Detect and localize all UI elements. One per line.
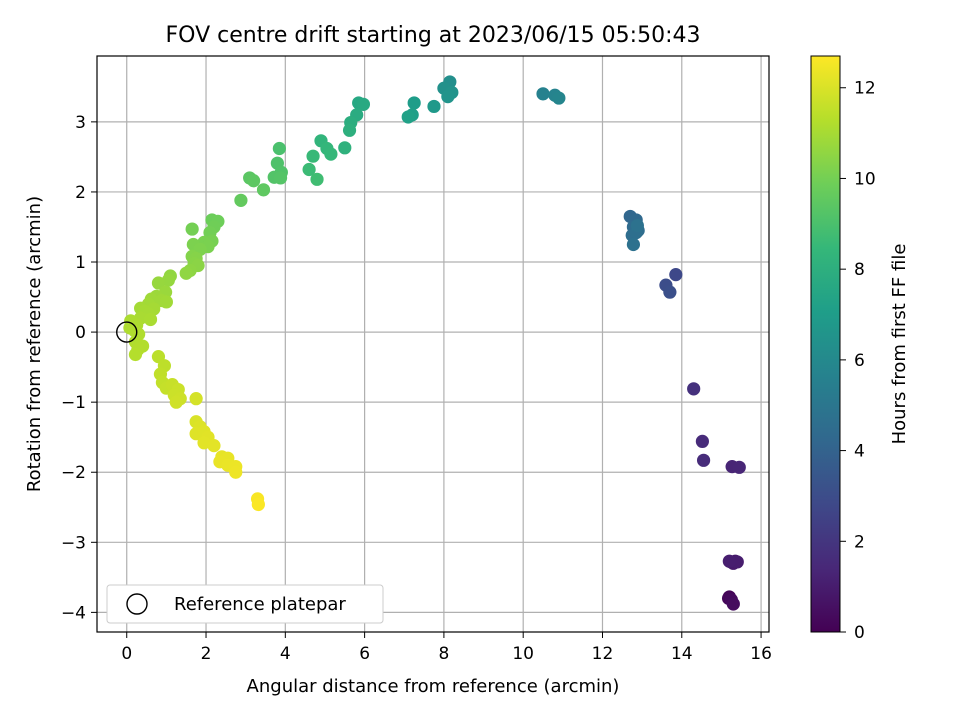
data-point: [310, 172, 324, 186]
legend-box: [106, 584, 384, 624]
colorbar-tick-label: 12: [854, 79, 876, 99]
data-point: [552, 91, 566, 105]
data-point: [687, 382, 701, 396]
chart-title: FOV centre drift starting at 2023/06/15 …: [166, 23, 701, 48]
y-tick-label: 2: [75, 183, 86, 203]
colorbar-tick-label: 2: [854, 532, 865, 552]
data-point: [732, 460, 746, 474]
colorbar-tick-label: 4: [854, 442, 865, 462]
x-tick-label: 8: [438, 644, 449, 664]
data-point: [722, 554, 736, 568]
colorbar-tick-label: 8: [854, 260, 865, 280]
y-axis-ticks: −4 −3 −2 −1 0 1 2 3: [61, 113, 97, 623]
data-point: [169, 395, 183, 409]
data-point: [401, 110, 415, 124]
colorbar: 0 2 4 6 8 10 12 Hours from first FF file: [810, 55, 910, 643]
data-point: [179, 266, 193, 280]
data-point: [207, 439, 221, 453]
x-axis-label: Angular distance from reference (arcmin): [247, 676, 620, 697]
data-point: [273, 171, 288, 185]
y-tick-label: 3: [75, 113, 86, 133]
legend-marker: [126, 593, 148, 615]
x-axis-ticks: 0 2 4 6 8 10 12 14 16: [121, 632, 772, 664]
data-point: [427, 99, 441, 114]
y-tick-label: 0: [75, 323, 86, 343]
data-point: [128, 347, 143, 362]
scatter-points: [123, 75, 746, 611]
y-tick-label: −4: [61, 603, 86, 623]
data-point: [663, 285, 677, 299]
y-tick-label: 1: [75, 253, 86, 273]
y-tick-label: −3: [61, 533, 86, 553]
data-point: [630, 218, 644, 233]
colorbar-gradient: [810, 55, 841, 633]
legend: Reference platepar: [106, 584, 384, 624]
data-point: [669, 268, 683, 282]
data-point: [159, 295, 173, 309]
x-tick-label: 0: [121, 644, 132, 664]
data-point: [342, 123, 357, 137]
legend-label: Reference platepar: [174, 594, 346, 615]
data-point: [324, 147, 338, 161]
data-point: [407, 96, 421, 110]
data-point: [251, 497, 265, 512]
data-point: [441, 90, 455, 104]
y-axis-label: Rotation from reference (arcmin): [24, 196, 45, 492]
x-tick-label: 6: [359, 644, 370, 664]
data-point: [356, 97, 371, 111]
data-point: [695, 434, 709, 449]
data-point: [143, 312, 158, 327]
colorbar-tick-label: 10: [854, 169, 876, 189]
colorbar-tick-label: 0: [854, 623, 865, 643]
data-point: [306, 149, 320, 163]
plot-frame: [96, 55, 770, 633]
data-point: [229, 465, 243, 479]
colorbar-tick-label: 6: [854, 351, 865, 371]
colorbar-label: Hours from first FF file: [889, 244, 910, 445]
data-point: [161, 273, 175, 287]
x-tick-label: 12: [592, 644, 614, 664]
x-tick-label: 16: [750, 644, 772, 664]
data-point: [247, 174, 261, 188]
data-point: [338, 141, 352, 155]
x-tick-label: 2: [201, 644, 212, 664]
data-point: [189, 392, 203, 406]
data-point: [696, 453, 711, 467]
data-point: [626, 237, 641, 252]
data-point: [256, 183, 271, 197]
y-tick-label: −2: [61, 463, 86, 483]
colorbar-ticks: 0 2 4 6 8 10 12: [840, 79, 876, 643]
data-point: [197, 436, 211, 450]
x-tick-label: 14: [671, 644, 693, 664]
data-point: [302, 162, 316, 177]
reference-platepar-marker: [116, 321, 138, 343]
data-point: [234, 193, 248, 207]
data-point: [272, 141, 286, 156]
grid-lines: [97, 56, 769, 632]
y-tick-label: −1: [61, 393, 86, 413]
data-point: [185, 222, 199, 236]
x-tick-label: 4: [280, 644, 291, 664]
data-point: [726, 597, 740, 611]
data-point: [536, 87, 550, 101]
x-tick-label: 10: [512, 644, 534, 664]
data-point: [151, 276, 166, 290]
